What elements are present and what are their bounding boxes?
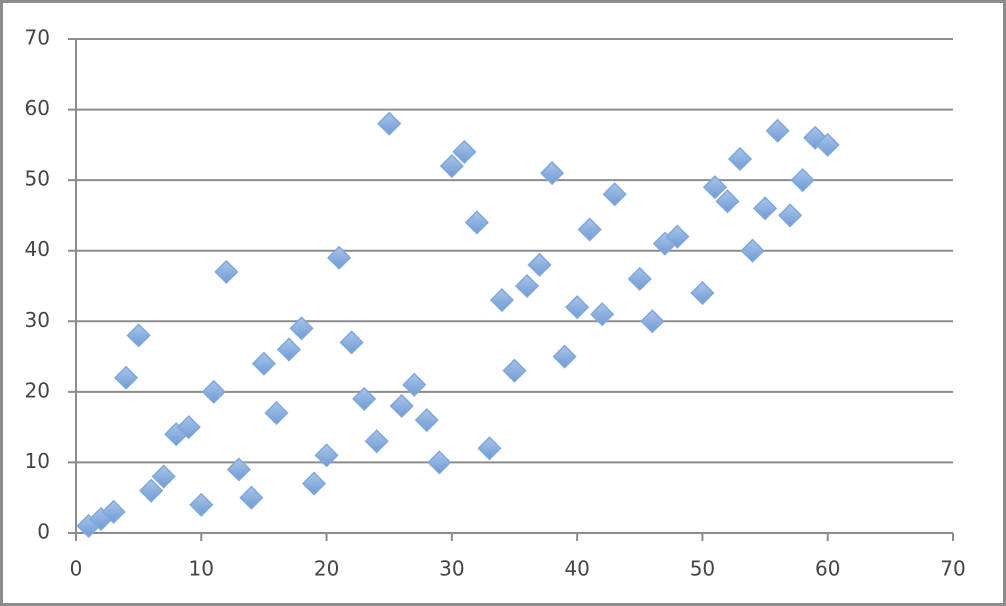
y-tick-label: 0	[37, 520, 50, 544]
y-tick-label: 50	[25, 167, 50, 191]
y-tick-label: 20	[25, 378, 50, 402]
point	[627, 266, 652, 292]
point	[565, 295, 590, 320]
point	[327, 245, 352, 270]
point	[727, 146, 753, 172]
point	[339, 330, 364, 355]
y-tick-label: 70	[25, 26, 50, 50]
point	[477, 436, 502, 461]
point	[389, 393, 414, 419]
point	[226, 457, 251, 482]
point	[489, 288, 515, 313]
point	[251, 351, 276, 376]
y-tick-label: 60	[25, 96, 50, 120]
point	[790, 168, 815, 193]
x-tick-label: 10	[189, 557, 214, 581]
point	[414, 408, 439, 433]
point	[151, 464, 176, 489]
y-tick-label: 10	[25, 449, 50, 473]
point	[514, 273, 540, 299]
point	[540, 161, 565, 186]
point	[439, 153, 464, 179]
y-tick-label: 40	[25, 237, 50, 261]
point	[214, 259, 239, 284]
point	[702, 175, 728, 200]
x-tick-label: 70	[940, 557, 965, 581]
x-tick-label: 40	[564, 557, 589, 581]
point	[602, 182, 627, 207]
x-tick-label: 60	[815, 557, 840, 581]
point	[778, 203, 803, 228]
x-tick-label: 20	[314, 557, 339, 581]
point	[276, 337, 302, 362]
point	[101, 499, 126, 524]
point	[114, 365, 139, 390]
point	[139, 478, 164, 503]
point	[201, 379, 226, 404]
point	[464, 210, 489, 235]
x-tick-label: 0	[70, 557, 83, 581]
point	[427, 450, 452, 475]
point	[527, 252, 552, 277]
point	[715, 189, 740, 214]
point	[765, 118, 790, 143]
point	[402, 372, 427, 397]
point	[740, 238, 765, 263]
point	[815, 132, 840, 157]
point	[640, 309, 665, 334]
point	[352, 386, 377, 411]
y-tick-label: 30	[25, 308, 50, 332]
x-tick-label: 30	[439, 557, 464, 581]
point	[176, 415, 201, 440]
point	[289, 316, 314, 341]
point	[264, 400, 289, 426]
point	[577, 217, 602, 242]
point	[552, 344, 577, 369]
point	[753, 196, 778, 221]
point	[314, 443, 339, 468]
point	[301, 471, 327, 496]
point	[452, 139, 477, 164]
point	[239, 485, 264, 510]
point	[502, 358, 527, 383]
x-tick-label: 50	[690, 557, 715, 581]
point	[189, 492, 214, 517]
point	[377, 111, 402, 136]
point	[590, 302, 615, 327]
point	[690, 280, 715, 306]
point	[126, 323, 151, 348]
point	[665, 224, 690, 249]
point	[364, 429, 389, 454]
